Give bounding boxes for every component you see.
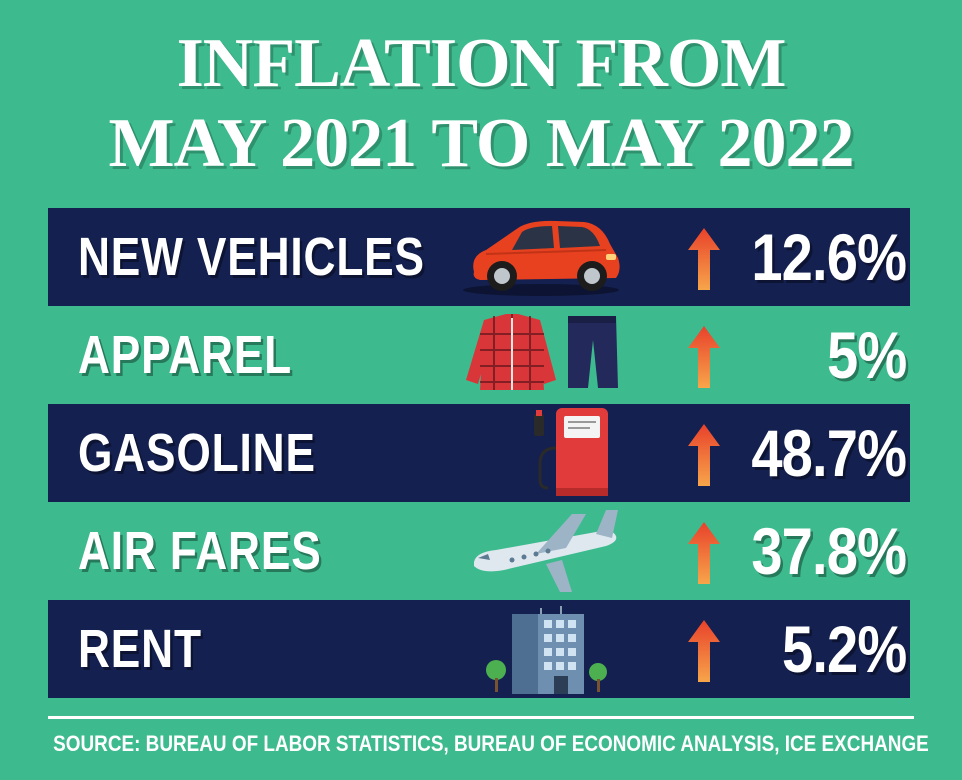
up-arrow-icon xyxy=(688,228,720,290)
row-value: 37.8% xyxy=(751,514,907,588)
chart-title: INFLATION FROM MAY 2021 TO MAY 2022 xyxy=(0,24,962,184)
inflation-table: NEW VEHICLES 12.6% APPAREL xyxy=(48,208,910,698)
title-line-2: MAY 2021 TO MAY 2022 xyxy=(108,105,855,182)
table-row-air-fares: AIR FARES 37.8% xyxy=(48,502,910,600)
row-value: 12.6% xyxy=(751,220,907,294)
airplane-icon xyxy=(474,510,618,592)
row-label: GASOLINE xyxy=(78,423,316,483)
source-note: SOURCE: BUREAU OF LABOR STATISTICS, BURE… xyxy=(53,731,929,756)
table-row-rent: RENT 5.2% xyxy=(48,600,910,698)
row-label: NEW VEHICLES xyxy=(78,227,425,287)
row-label: AIR FARES xyxy=(78,521,322,581)
row-label: APPAREL xyxy=(78,325,293,385)
up-arrow-icon xyxy=(688,326,720,388)
up-arrow-icon xyxy=(688,424,720,486)
table-row-apparel: APPAREL 5% xyxy=(48,306,910,404)
row-value: 48.7% xyxy=(751,416,907,490)
clothing-icon xyxy=(466,314,618,390)
row-value: 5% xyxy=(826,318,907,392)
car-icon xyxy=(463,220,620,296)
up-arrow-icon xyxy=(688,522,720,584)
footer-divider xyxy=(48,716,914,719)
table-row-gasoline: GASOLINE 48.7% xyxy=(48,404,910,502)
row-label: RENT xyxy=(78,619,202,679)
up-arrow-icon xyxy=(688,620,720,682)
fuel-pump-icon xyxy=(534,408,608,496)
row-value: 5.2% xyxy=(781,612,907,686)
title-line-1: INFLATION FROM xyxy=(176,25,787,102)
building-icon xyxy=(486,606,607,694)
table-row-new-vehicles: NEW VEHICLES 12.6% xyxy=(48,208,910,306)
